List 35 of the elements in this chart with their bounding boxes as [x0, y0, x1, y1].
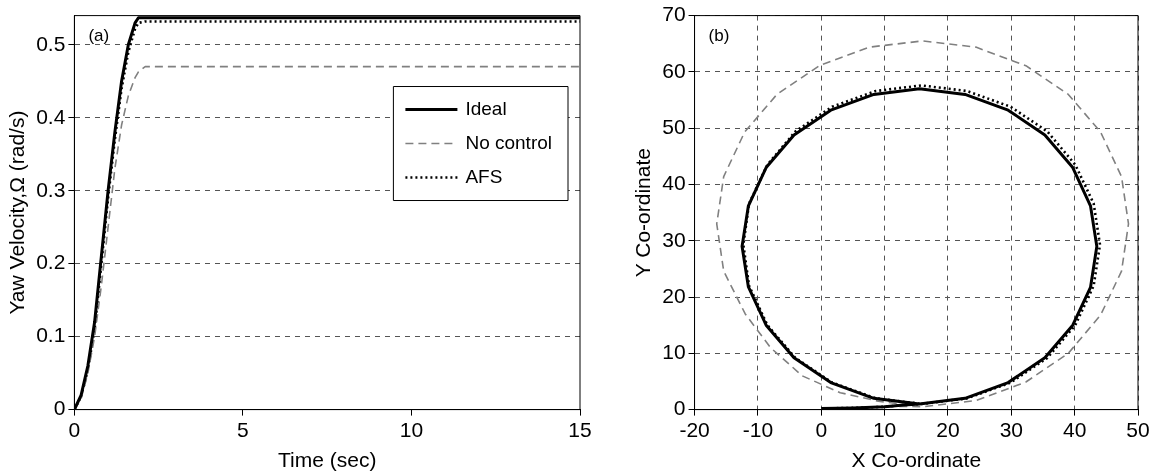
x-tick-label: 30 [999, 418, 1023, 441]
x-tick-label: 10 [872, 418, 897, 441]
y-tick-label: 20 [662, 283, 686, 307]
x-axis-title: X Co-ordinate [851, 448, 982, 472]
x-tick-label: 20 [936, 418, 960, 441]
y-tick-label: 0.3 [36, 177, 66, 201]
y-tick-label: 0.1 [36, 323, 66, 347]
legend-label: No control [465, 131, 553, 153]
legend-label: AFS [465, 165, 503, 187]
x-tick-label: 5 [237, 418, 249, 441]
y-tick-label: 0.4 [36, 104, 66, 128]
x-tick-label: -20 [679, 418, 710, 441]
x-tick-label: 0 [68, 418, 81, 441]
y-tick-label: 0.2 [36, 250, 66, 274]
y-axis-title: Yaw Velocity,Ω (rad/s) [5, 110, 29, 315]
x-tick-label: 15 [568, 418, 592, 441]
x-tick-label: 0 [815, 418, 828, 441]
y-tick-label: 60 [662, 58, 686, 82]
y-tick-label: 30 [662, 227, 686, 251]
legend-label: Ideal [465, 97, 507, 119]
x-axis-title: Time (sec) [278, 448, 377, 472]
y-tick-label: 0 [673, 396, 686, 420]
x-tick-label: -10 [742, 418, 774, 441]
y-axis-title: Y Co-ordinate [631, 148, 655, 278]
x-tick-label: 40 [1062, 418, 1087, 441]
annotation: (a) [88, 25, 110, 45]
x-tick-label: 50 [1126, 418, 1150, 441]
y-tick-label: 0.5 [36, 31, 66, 55]
x-tick-label: 10 [399, 418, 424, 441]
annotation: (b) [708, 25, 730, 45]
y-tick-label: 10 [662, 340, 686, 364]
y-tick-label: 50 [662, 114, 686, 138]
y-tick-label: 40 [662, 171, 686, 195]
y-tick-label: 70 [662, 2, 686, 26]
y-tick-label: 0 [53, 396, 66, 420]
